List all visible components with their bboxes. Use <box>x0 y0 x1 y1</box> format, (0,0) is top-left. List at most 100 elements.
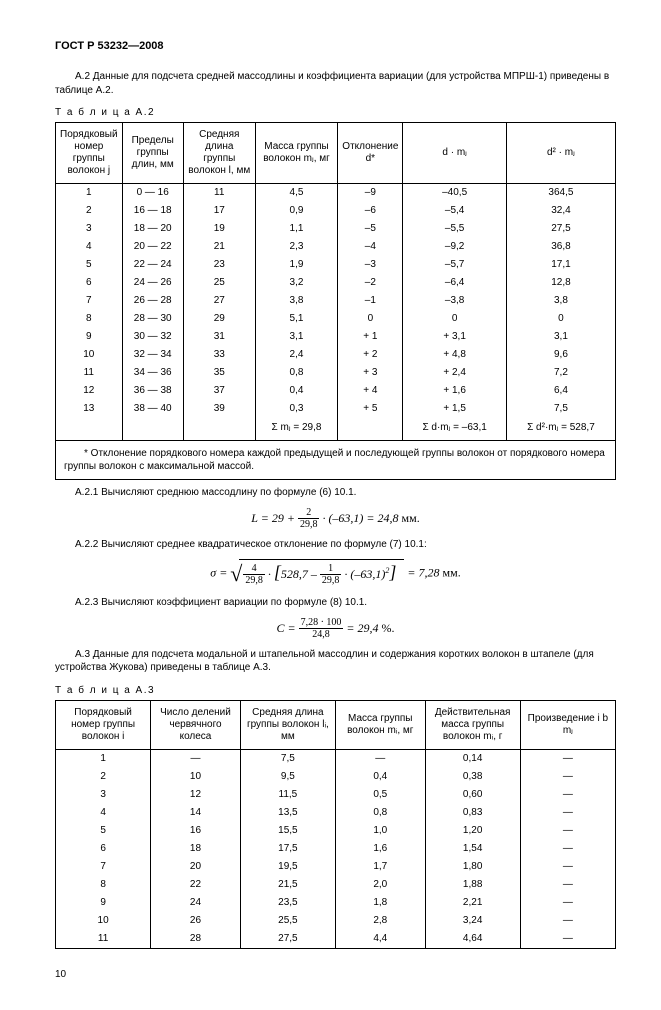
td: –3 <box>338 256 403 274</box>
td: 2,0 <box>335 876 425 894</box>
td: 7,5 <box>506 400 615 418</box>
td: 0,8 <box>335 804 425 822</box>
table-row: 930 — 32313,1+ 1+ 3,13,1 <box>56 328 616 346</box>
td: 39 <box>183 400 255 418</box>
td: 1 <box>56 184 123 203</box>
td: 11 <box>183 184 255 203</box>
td: 16 <box>151 822 241 840</box>
td: 37 <box>183 382 255 400</box>
td: 9 <box>56 894 151 912</box>
td: 9 <box>56 328 123 346</box>
td: 35 <box>183 364 255 382</box>
table-row: 31211,50,50,60— <box>56 786 616 804</box>
td: 4,5 <box>255 184 338 203</box>
table-row: 41413,50,80,83— <box>56 804 616 822</box>
td: 20 — 22 <box>122 238 183 256</box>
td: 8 <box>56 310 123 328</box>
table-a2: Порядковый номер группы волокон j Предел… <box>55 122 616 441</box>
td: 1,20 <box>425 822 520 840</box>
table-row: 112827,54,44,64— <box>56 930 616 949</box>
td: + 4,8 <box>403 346 506 364</box>
td: –5,7 <box>403 256 506 274</box>
td: — <box>520 912 615 930</box>
td: — <box>520 822 615 840</box>
table-row: 10 — 16114,5–9–40,5364,5 <box>56 184 616 203</box>
table-row: 102625,52,83,24— <box>56 912 616 930</box>
formula-a23: C = 7,28 · 10024,8 = 29,4 %. <box>55 618 616 640</box>
td: 13 <box>56 400 123 418</box>
td <box>56 418 123 441</box>
th: Порядковый номер группы волокон j <box>56 123 123 184</box>
td: 32,4 <box>506 202 615 220</box>
td: 3,24 <box>425 912 520 930</box>
td: — <box>335 749 425 768</box>
para-a3: А.3 Данные для подсчета модальной и штап… <box>55 648 616 675</box>
td: –9,2 <box>403 238 506 256</box>
td: 24 <box>151 894 241 912</box>
td: 32 — 34 <box>122 346 183 364</box>
td: 36 — 38 <box>122 382 183 400</box>
td: 25 <box>183 274 255 292</box>
td: 0 <box>506 310 615 328</box>
para-a21: А.2.1 Вычисляют среднюю массодлину по фо… <box>55 486 616 500</box>
th: Произведение i b mⱼ <box>520 700 615 749</box>
td: 4 <box>56 804 151 822</box>
td: 10 <box>56 346 123 364</box>
td: 7 <box>56 858 151 876</box>
td: 23,5 <box>240 894 335 912</box>
table-a3-header-row: Порядковый номер группы волокон i Число … <box>56 700 616 749</box>
td: 4,64 <box>425 930 520 949</box>
td: Σ d²·mⱼ = 528,7 <box>506 418 615 441</box>
td: –6,4 <box>403 274 506 292</box>
td: — <box>520 804 615 822</box>
td: 12,8 <box>506 274 615 292</box>
td: 17,5 <box>240 840 335 858</box>
td: 4,4 <box>335 930 425 949</box>
td: 24 — 26 <box>122 274 183 292</box>
td: 1,9 <box>255 256 338 274</box>
table-row: 72019,51,71,80— <box>56 858 616 876</box>
td: 27 <box>183 292 255 310</box>
td: 2,21 <box>425 894 520 912</box>
para-a23: А.2.3 Вычисляют коэффициент вариации по … <box>55 596 616 610</box>
td: + 2,4 <box>403 364 506 382</box>
td: + 3 <box>338 364 403 382</box>
table-a2-footnote: * Отклонение порядкового номера каждой п… <box>55 441 616 480</box>
table-row: 1032 — 34332,4+ 2+ 4,89,6 <box>56 346 616 364</box>
td: 8 <box>56 876 151 894</box>
td: 21 <box>183 238 255 256</box>
td: 3,1 <box>255 328 338 346</box>
table-row: 1134 — 36350,8+ 3+ 2,47,2 <box>56 364 616 382</box>
td: — <box>520 876 615 894</box>
td: 30 — 32 <box>122 328 183 346</box>
th: Пределы группы длин, мм <box>122 123 183 184</box>
table-a3-caption: Т а б л и ц а А.3 <box>55 685 616 696</box>
td: 28 — 30 <box>122 310 183 328</box>
table-row: 624 — 26253,2–2–6,412,8 <box>56 274 616 292</box>
td: 2,4 <box>255 346 338 364</box>
td: 1 <box>56 749 151 768</box>
td: 7,5 <box>240 749 335 768</box>
td: 18 — 20 <box>122 220 183 238</box>
td: 15,5 <box>240 822 335 840</box>
td: 22 — 24 <box>122 256 183 274</box>
td: 34 — 36 <box>122 364 183 382</box>
td: 1,1 <box>255 220 338 238</box>
td: 16 — 18 <box>122 202 183 220</box>
td: 9,6 <box>506 346 615 364</box>
td: 3,2 <box>255 274 338 292</box>
td: 27,5 <box>506 220 615 238</box>
td: Σ d·mⱼ = –63,1 <box>403 418 506 441</box>
td: –3,8 <box>403 292 506 310</box>
td: 7 <box>56 292 123 310</box>
td: –5,4 <box>403 202 506 220</box>
td: 17 <box>183 202 255 220</box>
td: 0,38 <box>425 768 520 786</box>
td: + 1,5 <box>403 400 506 418</box>
td: 26 — 28 <box>122 292 183 310</box>
table-a3: Порядковый номер группы волокон i Число … <box>55 700 616 949</box>
td: 14 <box>151 804 241 822</box>
td: 10 <box>56 912 151 930</box>
td: 31 <box>183 328 255 346</box>
td: 0,4 <box>335 768 425 786</box>
